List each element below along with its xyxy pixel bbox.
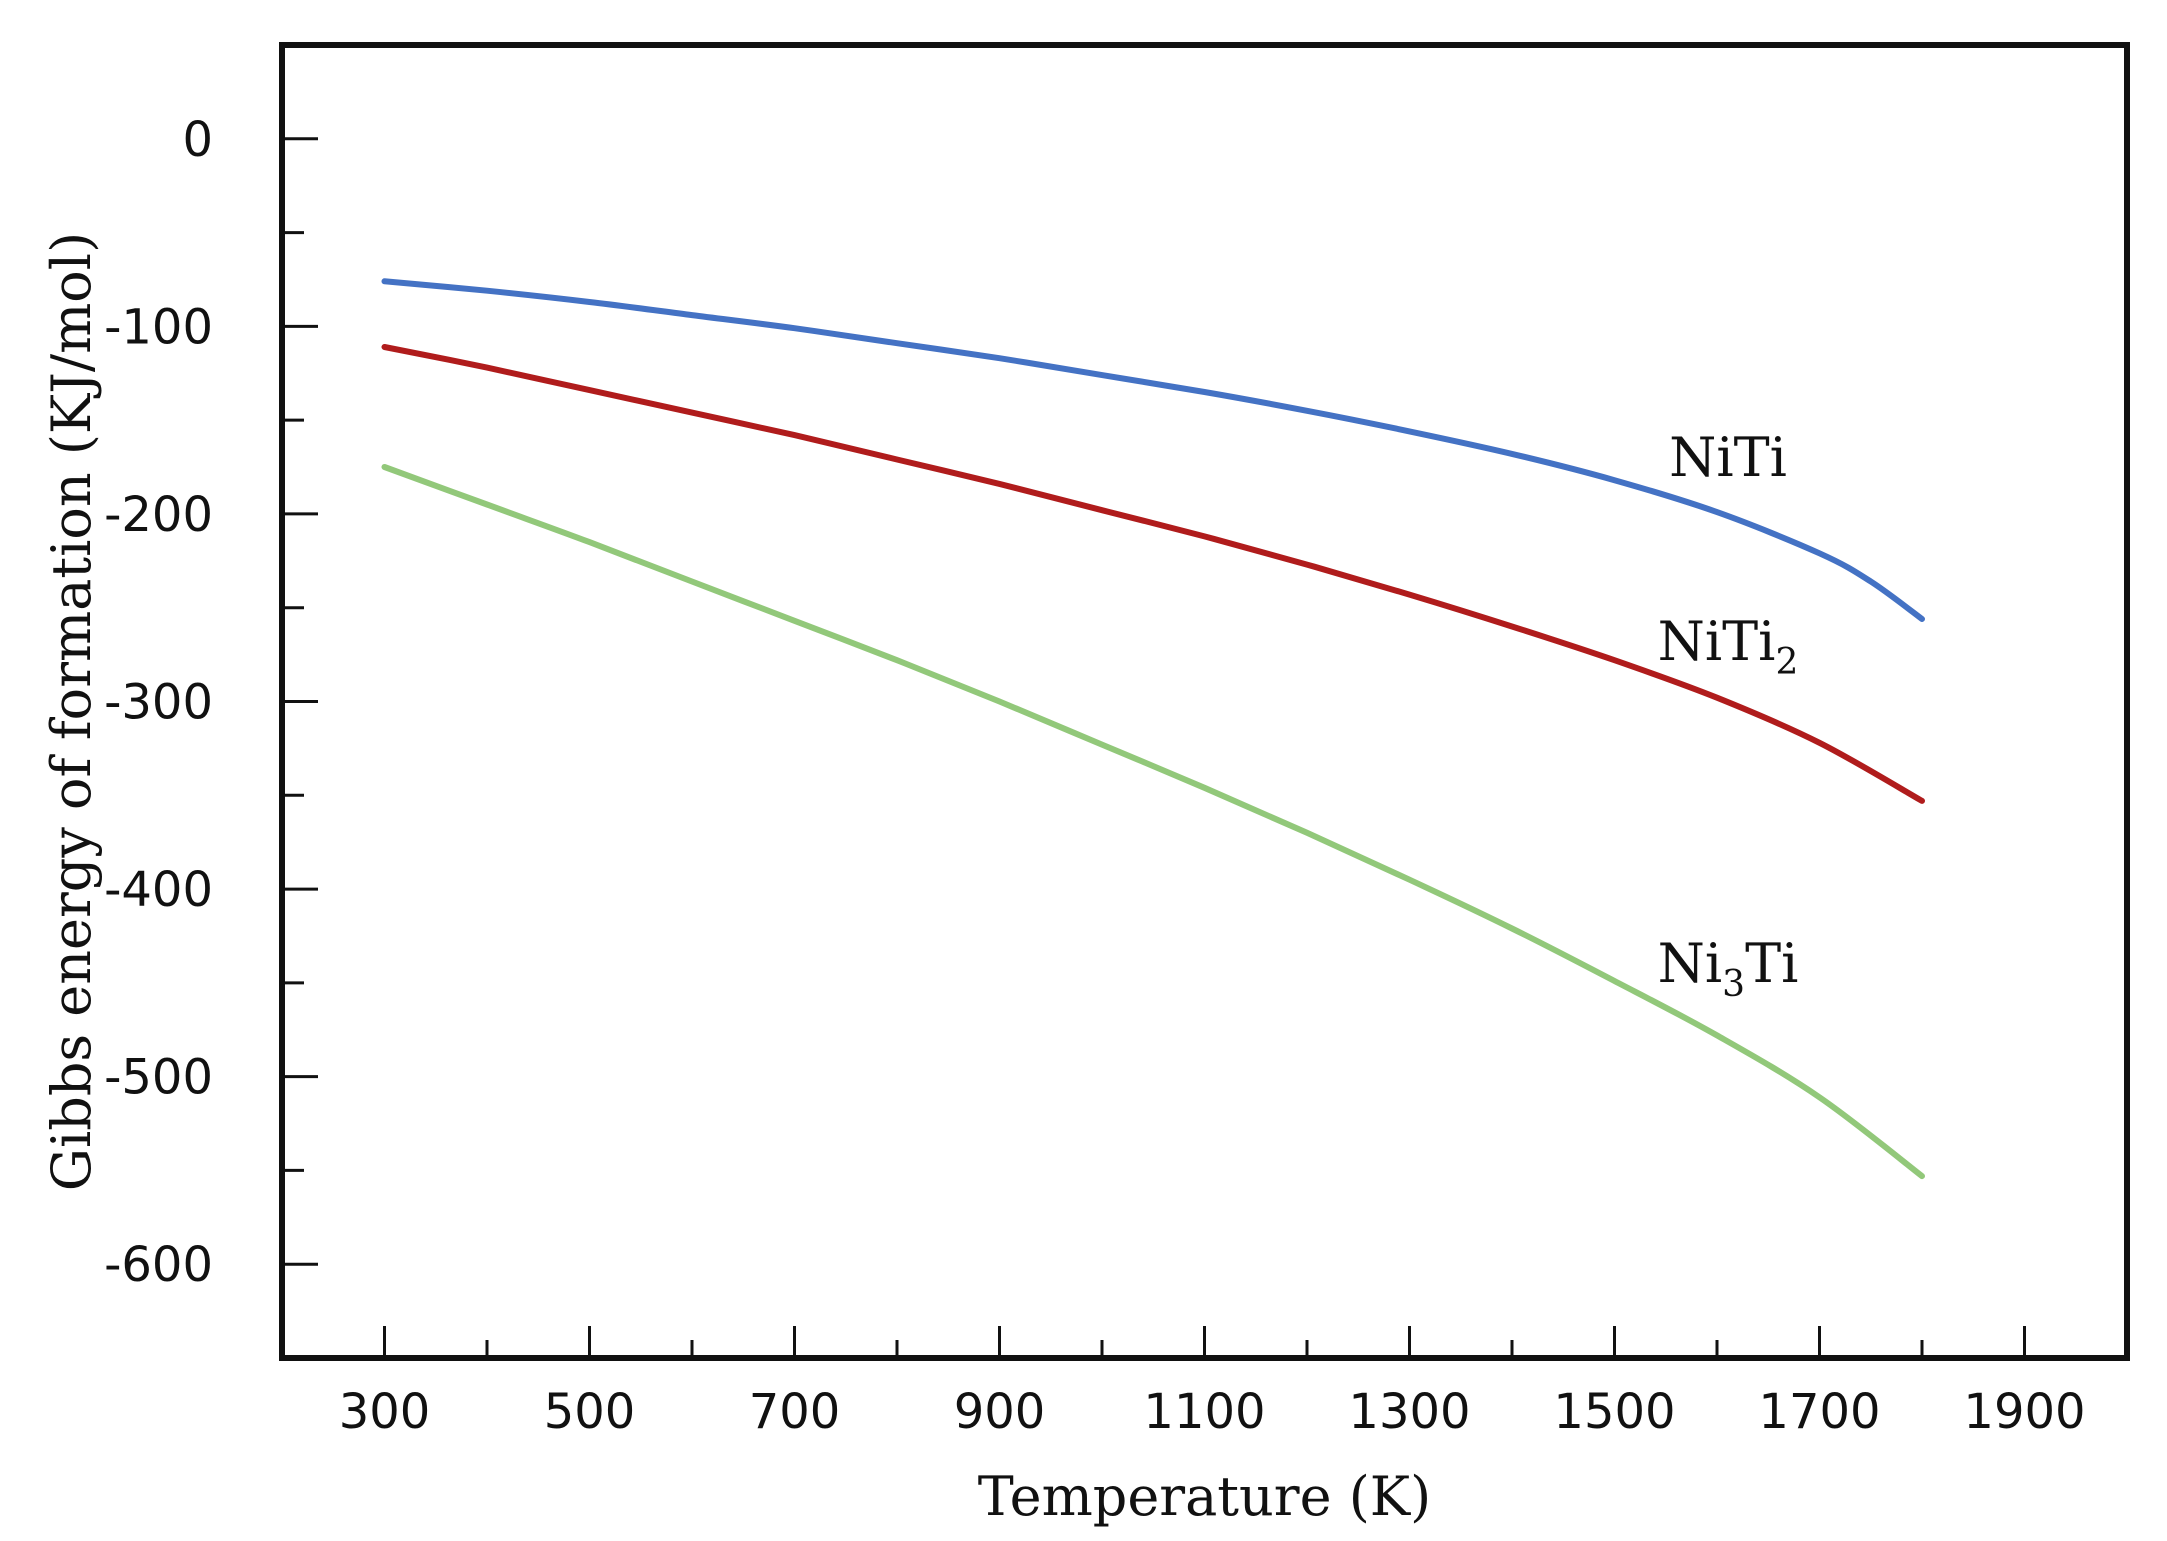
- x-tick-label: 500: [544, 1384, 636, 1440]
- x-tick-label: 1900: [1963, 1384, 2085, 1440]
- axis-ticks: [282, 137, 2026, 1358]
- series-label-niti2: NiTi2: [1658, 610, 1799, 683]
- x-tick-label: 900: [954, 1384, 1046, 1440]
- series-line-niti2: [381, 344, 1925, 804]
- x-tick-label: 700: [749, 1384, 841, 1440]
- y-tick-label: -500: [104, 1050, 213, 1106]
- y-tick-label: -100: [104, 299, 213, 355]
- series-label-ni3ti: Ni3Ti: [1658, 932, 1799, 1005]
- x-axis-title: Temperature (K): [978, 1465, 1431, 1528]
- series-label-niti: NiTi: [1669, 426, 1787, 489]
- y-tick-label: 0: [182, 112, 213, 168]
- x-tick-label: 1100: [1143, 1384, 1265, 1440]
- plot-marks: [381, 278, 1925, 1180]
- x-tick-label: 1500: [1553, 1384, 1675, 1440]
- y-tick-label: -400: [104, 862, 213, 918]
- plot-frame: [279, 42, 2130, 1361]
- series-line-niti: [381, 278, 1925, 622]
- series-line-ni3ti: [381, 464, 1925, 1180]
- x-tick-label: 1700: [1758, 1384, 1880, 1440]
- y-tick-label: -600: [104, 1237, 213, 1293]
- y-tick-label: -200: [104, 487, 213, 543]
- axis-labels: 300 500 700 900 1100 1300 1500 1700 1900 0 -100 -20…: [104, 112, 2086, 1440]
- series-labels: NiTi NiTi2 Ni3Ti: [1658, 426, 1799, 1005]
- y-tick-label: -300: [104, 675, 213, 731]
- y-axis-title: Gibbs energy of formation (KJ/mol): [40, 232, 103, 1191]
- x-tick-label: 300: [339, 1384, 431, 1440]
- x-tick-label: 1300: [1348, 1384, 1470, 1440]
